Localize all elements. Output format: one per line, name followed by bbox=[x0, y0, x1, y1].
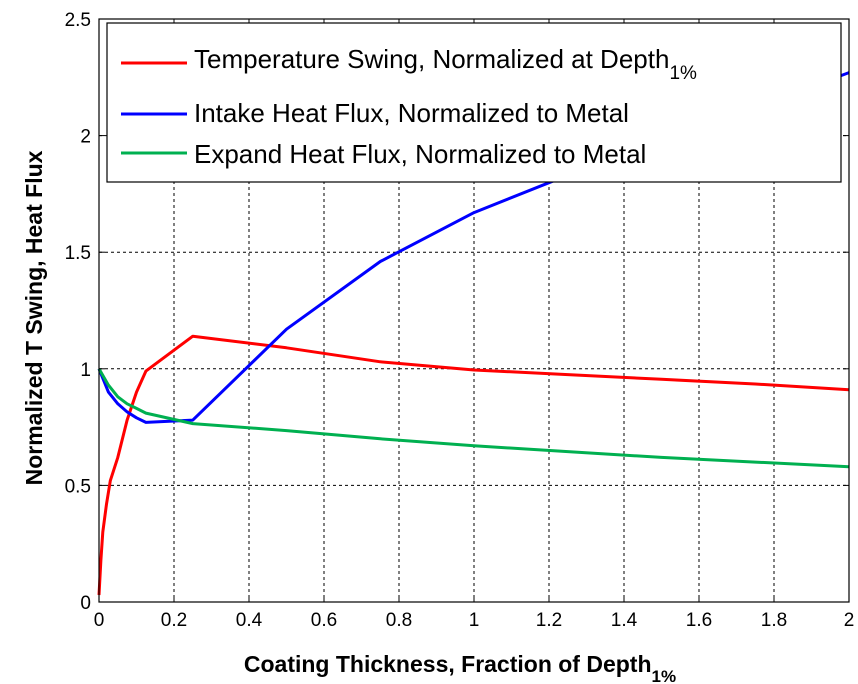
x-tick-label: 0.6 bbox=[311, 610, 337, 631]
legend-label-intake-heat-flux: Intake Heat Flux, Normalized to Metal bbox=[194, 98, 629, 128]
temperature-swing-line bbox=[97, 334, 850, 596]
x-tick-label: 1.4 bbox=[611, 610, 638, 631]
axis-ticks: 0 0.2 0.4 0.6 0.8 1 1.2 1.4 1.6 1.8 2 0 0.5 1 1.5 2 2.5 bbox=[65, 10, 855, 631]
y-tick-label: 2.5 bbox=[65, 10, 91, 31]
x-tick-label: 1.6 bbox=[686, 610, 712, 631]
x-tick-label: 1 bbox=[469, 610, 480, 631]
legend-label-expand-heat-flux: Expand Heat Flux, Normalized to Metal bbox=[194, 139, 646, 169]
x-tick-label: 0.2 bbox=[161, 610, 187, 631]
x-axis-label-subscript: 1% bbox=[652, 667, 677, 684]
x-tick-label: 0.4 bbox=[236, 610, 263, 631]
y-tick-label: 0.5 bbox=[65, 476, 91, 497]
legend: Temperature Swing, Normalized at Depth1%… bbox=[106, 22, 842, 183]
expand-heat-flux-line bbox=[97, 368, 850, 469]
x-tick-label: 0.8 bbox=[386, 610, 412, 631]
y-axis-label: Normalized T Swing, Heat Flux bbox=[21, 150, 47, 485]
y-tick-label: 2 bbox=[80, 127, 91, 148]
x-axis-label: Coating Thickness, Fraction of Depth1% bbox=[244, 651, 676, 684]
x-axis-label-main: Coating Thickness, Fraction of Depth bbox=[244, 651, 652, 677]
legend-box bbox=[106, 22, 842, 183]
y-tick-label: 1 bbox=[80, 360, 91, 381]
x-tick-label: 1.8 bbox=[761, 610, 787, 631]
x-tick-label: 1.2 bbox=[536, 610, 562, 631]
y-tick-label: 0 bbox=[80, 593, 91, 614]
x-tick-label: 0 bbox=[94, 610, 105, 631]
x-tick-label: 2 bbox=[844, 610, 855, 631]
y-tick-label: 1.5 bbox=[65, 243, 91, 264]
legend-label-temperature-swing: Temperature Swing, Normalized at Depth1% bbox=[194, 44, 697, 84]
